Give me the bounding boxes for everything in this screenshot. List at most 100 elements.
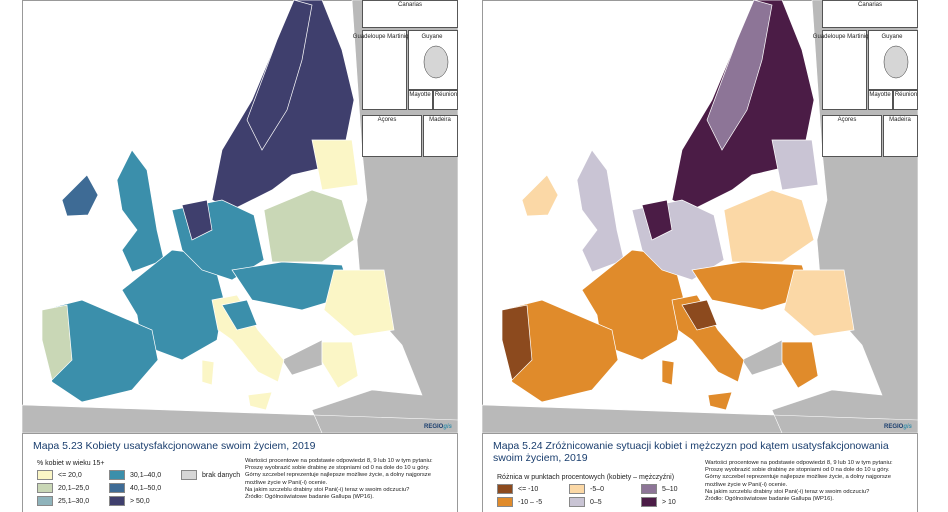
legend-label: 40,1–50,0 xyxy=(130,484,162,492)
legend-label: 25,1–30,0 xyxy=(58,497,90,505)
legend-item: <= -10 xyxy=(497,484,569,494)
inset-label: Guyane xyxy=(421,34,443,40)
legend-label: 0–5 xyxy=(590,498,602,506)
logo-accent: gis xyxy=(902,424,912,430)
inset-label: Açores xyxy=(378,117,397,123)
inset-label: Mayotte xyxy=(869,92,891,98)
legend-swatch xyxy=(37,470,53,480)
legend-swatch xyxy=(109,496,125,506)
inset-frame xyxy=(408,90,433,110)
inset-label: Réunion xyxy=(435,92,457,98)
region xyxy=(641,199,673,241)
region xyxy=(201,359,215,386)
logo: REGIOgis xyxy=(884,424,913,430)
inset-label: Guadeloupe Martinique xyxy=(353,34,416,40)
inset-land xyxy=(423,45,449,79)
map-panel: Canarias Guadeloupe Martinique Guyane Mayot… xyxy=(482,0,918,512)
region xyxy=(501,304,533,381)
region xyxy=(61,174,99,217)
legend-items: <= -10 -10 – -5 -5–0 0–5 5–10 > 10 xyxy=(497,484,713,507)
region xyxy=(116,149,165,273)
legend-swatch xyxy=(497,484,513,494)
inset-label: Canarias xyxy=(858,2,882,8)
map: Canarias Guadeloupe Martinique Guyane Mayot… xyxy=(482,0,918,433)
legend-swatch xyxy=(109,483,125,493)
region xyxy=(181,199,213,241)
inset-label: Madeira xyxy=(429,117,451,123)
legend-label: <= 20,0 xyxy=(58,471,82,479)
note-line: Proszę wyobrazić sobie drabinę ze stopni… xyxy=(245,465,430,472)
legend-item: -10 – -5 xyxy=(497,497,569,507)
region xyxy=(661,359,675,386)
logo-main: REGIO xyxy=(884,424,904,430)
region xyxy=(723,189,815,263)
inset-land xyxy=(883,45,909,79)
legend-item: 30,1–40,0 xyxy=(109,470,181,480)
region xyxy=(576,149,625,273)
legend-item: <= 20,0 xyxy=(37,470,109,480)
caption-title: Mapa 5.23 Kobiety usatysfakcjonowane swo… xyxy=(33,440,316,452)
map: Canarias Guadeloupe Martinique Guyane Mayot… xyxy=(22,0,458,433)
inset-frame xyxy=(423,115,458,157)
legend-label: 30,1–40,0 xyxy=(130,471,162,479)
region xyxy=(221,299,258,331)
region xyxy=(247,391,273,411)
inset-label: Madeira xyxy=(889,117,911,123)
inset-frame xyxy=(362,30,407,110)
caption-box: Mapa 5.23 Kobiety usatysfakcjonowane swo… xyxy=(22,433,458,512)
legend-swatch xyxy=(181,470,197,480)
caption-box: Mapa 5.24 Zróżnicowanie sytuacji kobiet … xyxy=(482,433,918,512)
legend-swatch xyxy=(641,497,657,507)
legend-item: 25,1–30,0 xyxy=(37,496,109,506)
legend-label: <= -10 xyxy=(518,485,539,493)
legend: Różnica w punktach procentowych (kobiety… xyxy=(497,474,713,507)
map-panel: Canarias Guadeloupe Martinique Guyane Mayot… xyxy=(22,0,458,512)
legend-item: brak danych xyxy=(181,470,253,480)
inset-frame xyxy=(433,90,458,110)
note-line: Proszę wyobrazić sobie drabinę ze stopni… xyxy=(705,467,890,474)
legend-item: 40,1–50,0 xyxy=(109,483,181,493)
legend-item: 0–5 xyxy=(569,497,641,507)
legend-label: -5–0 xyxy=(590,485,605,493)
inset-frame xyxy=(883,115,918,157)
legend-swatch xyxy=(37,483,53,493)
logo: REGIOgis xyxy=(424,424,453,430)
region xyxy=(783,269,855,337)
note-line: Wartości procentowe na podstawie odpowie… xyxy=(705,460,893,466)
legend-item: > 10 xyxy=(641,497,713,507)
inset-frame xyxy=(822,30,867,110)
note-line: Źródło: Ogólnoświatowe badanie Gallupa (… xyxy=(705,496,834,503)
inset-label: Açores xyxy=(838,117,857,123)
note-line: możliwe życie w Pani(-i) ocenie. xyxy=(705,481,788,488)
inset-frame xyxy=(362,115,422,157)
inset-frame xyxy=(822,0,918,28)
note-line: Źródło: Ogólnoświatowe badanie Gallupa (… xyxy=(245,494,374,501)
caption-title: Mapa 5.24 Zróżnicowanie sytuacji kobiet … xyxy=(493,440,889,464)
note-line: Na jakim szczeblu drabiny stoi Pani(-i) … xyxy=(245,486,410,493)
legend-label: brak danych xyxy=(202,471,241,479)
region xyxy=(321,341,359,389)
inset-frame xyxy=(868,90,893,110)
region xyxy=(41,304,73,381)
legend-item: -5–0 xyxy=(569,484,641,494)
legend-items: <= 20,0 20,1–25,0 25,1–30,0 30,1–40,0 40,1–5… xyxy=(37,470,253,506)
region xyxy=(707,391,733,411)
region xyxy=(311,139,359,191)
region xyxy=(781,341,819,389)
note-line: możliwe życie w Pani(-i) ocenie. xyxy=(245,479,328,486)
legend-swatch xyxy=(569,484,585,494)
region xyxy=(263,189,355,263)
legend-item: 20,1–25,0 xyxy=(37,483,109,493)
notes: Wartości procentowe na podstawie odpowie… xyxy=(245,458,455,501)
inset-frame xyxy=(893,90,918,110)
region xyxy=(323,269,395,337)
logo-accent: gis xyxy=(442,424,452,430)
inset-label: Canarias xyxy=(398,2,422,8)
legend: % kobiet w wieku 15+ <= 20,0 20,1–25,0 25,1… xyxy=(37,460,253,506)
legend-title: % kobiet w wieku 15+ xyxy=(37,460,105,467)
region xyxy=(771,139,819,191)
region xyxy=(681,299,718,331)
region xyxy=(521,174,559,217)
legend-label: 20,1–25,0 xyxy=(58,484,90,492)
